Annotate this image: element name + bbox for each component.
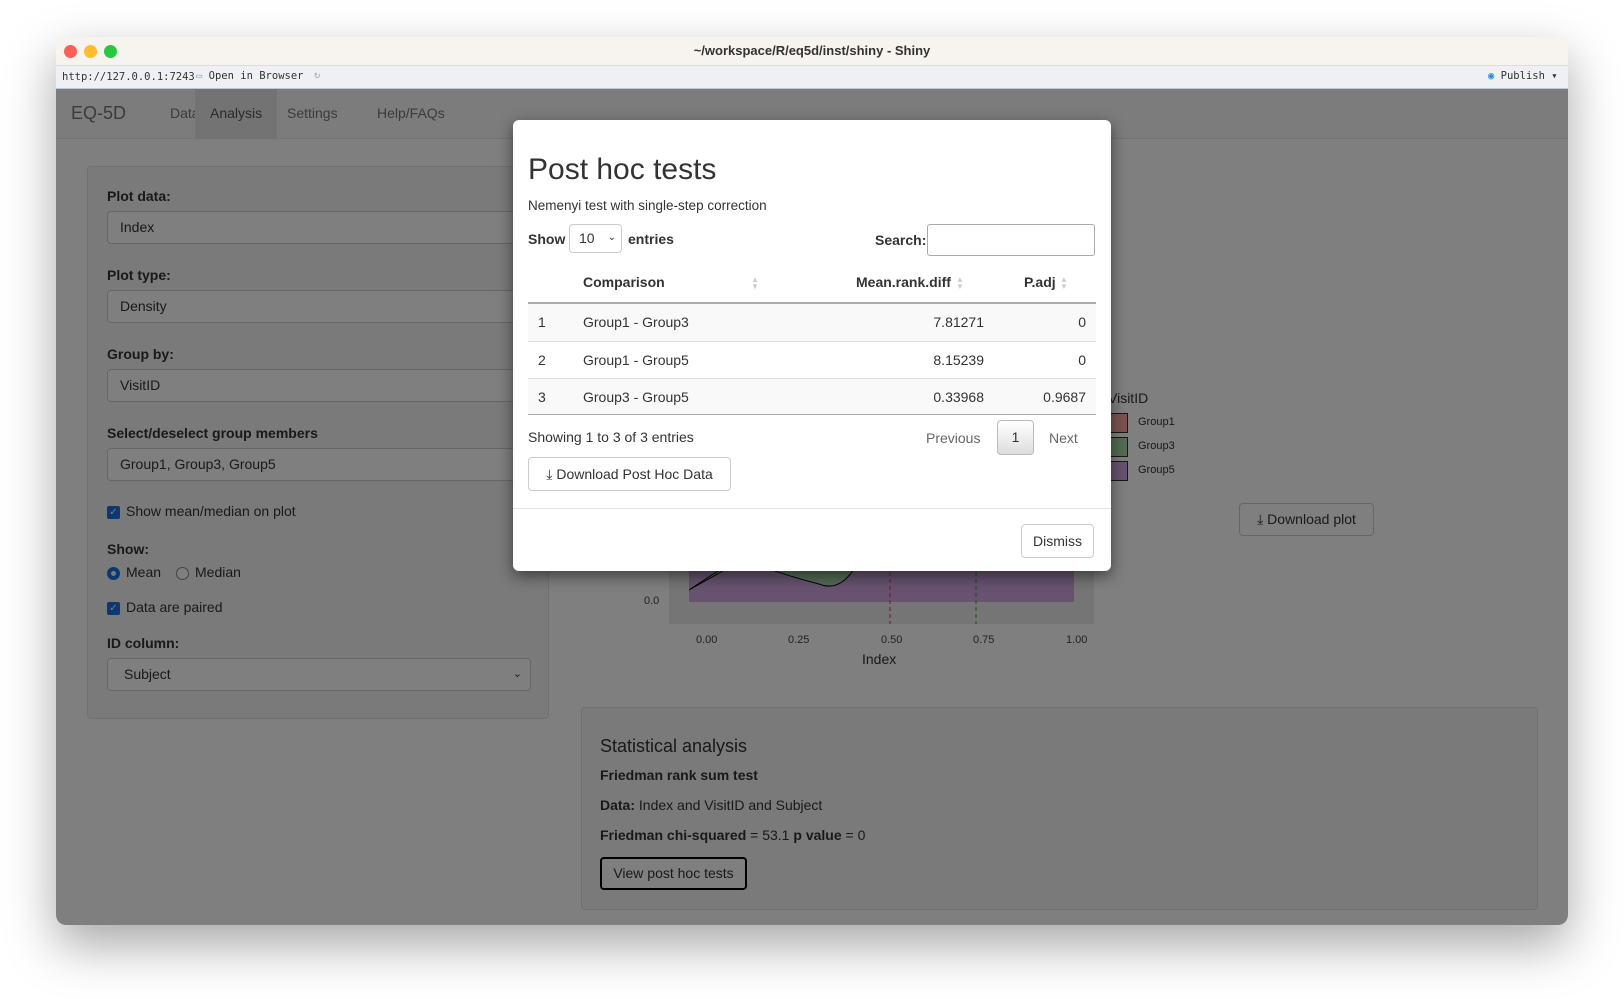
show-entries-label: Show xyxy=(528,231,566,247)
cell-mean-rank-diff: 8.15239 xyxy=(933,352,984,368)
app-window: ~/workspace/R/eq5d/inst/shiny - Shiny ht… xyxy=(56,37,1568,925)
sort-icon[interactable]: ▲ ▼ xyxy=(956,275,964,291)
refresh-icon[interactable]: ↻ xyxy=(314,69,321,81)
table-header: Comparison ▲ ▼ Mean.rank.diff ▲ ▼ P.adj ▲ ▼ xyxy=(528,261,1096,304)
cell-comparison: Group1 - Group5 xyxy=(583,352,689,368)
column-label: Mean.rank.diff xyxy=(856,274,951,290)
table-row[interactable]: 3 Group3 - Group5 0.33968 0.9687 xyxy=(528,378,1096,415)
cell-p-adj: 0 xyxy=(1078,314,1086,330)
cell-index: 3 xyxy=(538,389,546,405)
cell-comparison: Group3 - Group5 xyxy=(583,389,689,405)
cell-index: 2 xyxy=(538,352,546,368)
modal-footer-divider xyxy=(513,508,1111,509)
column-header-mean-rank-diff[interactable]: Mean.rank.diff xyxy=(856,274,951,290)
viewer-toolbar: http://127.0.0.1:7243 ▭ Open in Browser … xyxy=(56,66,1568,89)
entries-select[interactable]: 10 ⌄ xyxy=(569,224,622,253)
publish-button[interactable]: ◉ Publish ▾ xyxy=(1488,70,1558,82)
cell-mean-rank-diff: 7.81271 xyxy=(933,314,984,330)
table-row[interactable]: 1 Group1 - Group3 7.81271 0 xyxy=(528,304,1096,341)
entries-label: entries xyxy=(628,231,674,247)
download-icon: ⤓ xyxy=(546,466,557,482)
title-bar: ~/workspace/R/eq5d/inst/shiny - Shiny xyxy=(56,37,1568,66)
dismiss-button[interactable]: Dismiss xyxy=(1021,524,1094,558)
cell-index: 1 xyxy=(538,314,546,330)
zoom-window-button[interactable] xyxy=(104,45,117,58)
column-label: P.adj xyxy=(1024,274,1056,290)
chevron-down-icon: ⌄ xyxy=(607,232,616,243)
cell-p-adj: 0.9687 xyxy=(1043,389,1086,405)
column-header-comparison[interactable]: Comparison xyxy=(583,274,665,290)
browser-icon: ▭ xyxy=(196,70,209,82)
cell-mean-rank-diff: 0.33968 xyxy=(933,389,984,405)
publish-icon: ◉ xyxy=(1488,70,1501,82)
shiny-app: EQ-5D Data Analysis Settings Help/FAQs P… xyxy=(56,89,1568,925)
search-label: Search: xyxy=(875,232,927,248)
page-1-button[interactable]: 1 xyxy=(997,420,1034,455)
open-in-browser-button[interactable]: ▭ Open in Browser xyxy=(196,70,304,82)
next-page-button[interactable]: Next xyxy=(1049,430,1078,446)
url-label: http://127.0.0.1:7243 xyxy=(62,71,195,83)
modal-subtitle: Nemenyi test with single-step correction xyxy=(528,198,767,213)
column-label: Comparison xyxy=(583,274,665,290)
column-header-p-adj[interactable]: P.adj xyxy=(1024,274,1056,290)
table-row[interactable]: 2 Group1 - Group5 8.15239 0 xyxy=(528,341,1096,378)
window-title: ~/workspace/R/eq5d/inst/shiny - Shiny xyxy=(693,43,931,58)
search-input[interactable] xyxy=(927,224,1095,256)
modal-title: Post hoc tests xyxy=(528,153,717,186)
close-window-button[interactable] xyxy=(64,45,77,58)
previous-page-button[interactable]: Previous xyxy=(926,430,981,446)
cell-comparison: Group1 - Group3 xyxy=(583,314,689,330)
download-post-hoc-button[interactable]: ⤓ Download Post Hoc Data xyxy=(528,457,731,491)
cell-p-adj: 0 xyxy=(1078,352,1086,368)
minimize-window-button[interactable] xyxy=(84,45,97,58)
sort-icon[interactable]: ▲ ▼ xyxy=(751,275,759,291)
post-hoc-table: Comparison ▲ ▼ Mean.rank.diff ▲ ▼ P.adj ▲ ▼… xyxy=(528,261,1096,415)
table-info: Showing 1 to 3 of 3 entries xyxy=(528,429,694,445)
post-hoc-modal: Post hoc tests Nemenyi test with single-… xyxy=(513,120,1111,571)
sort-icon[interactable]: ▲ ▼ xyxy=(1060,275,1068,291)
entries-value: 10 xyxy=(579,230,595,246)
